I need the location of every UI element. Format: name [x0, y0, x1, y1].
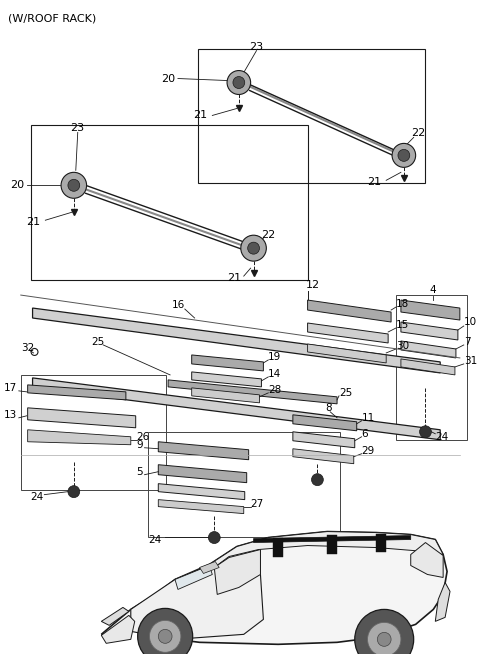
Polygon shape	[293, 415, 357, 431]
Text: 23: 23	[249, 42, 263, 52]
Text: 15: 15	[396, 320, 409, 330]
Polygon shape	[273, 538, 283, 557]
Text: 20: 20	[11, 180, 24, 191]
Polygon shape	[192, 355, 264, 371]
Text: 12: 12	[306, 280, 320, 290]
Text: 14: 14	[268, 369, 282, 379]
Text: 24: 24	[148, 534, 162, 544]
Text: 16: 16	[172, 300, 185, 310]
Bar	[396, 295, 467, 440]
Polygon shape	[158, 464, 247, 483]
Text: 22: 22	[262, 230, 276, 240]
Polygon shape	[28, 385, 126, 400]
Polygon shape	[253, 536, 411, 542]
Circle shape	[392, 143, 416, 167]
Polygon shape	[209, 532, 443, 567]
Text: 8: 8	[325, 403, 332, 413]
Polygon shape	[214, 550, 261, 595]
Text: 7: 7	[464, 337, 470, 347]
Polygon shape	[158, 500, 244, 514]
Text: 21: 21	[26, 217, 40, 227]
Text: 27: 27	[251, 498, 264, 509]
Polygon shape	[131, 550, 264, 639]
Text: 13: 13	[3, 410, 17, 420]
Text: 11: 11	[361, 413, 375, 423]
Polygon shape	[435, 582, 450, 622]
Polygon shape	[192, 372, 262, 387]
Polygon shape	[376, 534, 386, 552]
Polygon shape	[158, 483, 245, 500]
Circle shape	[158, 629, 172, 643]
Polygon shape	[308, 300, 391, 322]
Circle shape	[227, 71, 251, 94]
Polygon shape	[158, 441, 249, 460]
Polygon shape	[33, 378, 440, 440]
Polygon shape	[175, 565, 212, 590]
Text: 28: 28	[268, 385, 282, 395]
Text: 6: 6	[361, 429, 368, 439]
Circle shape	[138, 608, 192, 655]
Polygon shape	[401, 300, 460, 320]
Polygon shape	[293, 449, 354, 464]
Text: 17: 17	[3, 383, 17, 393]
Text: 10: 10	[464, 317, 477, 327]
Text: 4: 4	[430, 285, 436, 295]
Text: 5: 5	[136, 467, 143, 477]
Polygon shape	[327, 534, 337, 553]
Text: 24: 24	[31, 492, 44, 502]
Text: 22: 22	[411, 128, 425, 138]
Polygon shape	[28, 408, 136, 428]
Circle shape	[241, 235, 266, 261]
Text: 19: 19	[268, 352, 282, 362]
Polygon shape	[411, 542, 443, 578]
Text: 31: 31	[464, 356, 477, 366]
Text: 23: 23	[70, 123, 84, 134]
Text: (W/ROOF RACK): (W/ROOF RACK)	[8, 14, 96, 24]
Polygon shape	[401, 359, 455, 375]
Text: 29: 29	[361, 446, 375, 456]
Bar	[148, 432, 340, 536]
Polygon shape	[308, 344, 386, 363]
Circle shape	[312, 474, 324, 485]
Text: 25: 25	[92, 337, 105, 347]
Circle shape	[68, 179, 80, 191]
Text: 24: 24	[435, 432, 448, 441]
Circle shape	[368, 622, 401, 655]
Polygon shape	[33, 308, 440, 373]
Circle shape	[61, 172, 86, 198]
Polygon shape	[28, 430, 131, 445]
Bar	[21, 375, 166, 490]
Polygon shape	[192, 388, 260, 403]
Circle shape	[248, 242, 260, 254]
Text: 32: 32	[21, 343, 34, 353]
Polygon shape	[168, 380, 337, 404]
Circle shape	[420, 426, 432, 438]
Circle shape	[398, 149, 410, 161]
Polygon shape	[101, 532, 447, 645]
Text: 21: 21	[367, 178, 381, 187]
Polygon shape	[401, 341, 456, 358]
Text: 30: 30	[396, 341, 409, 351]
Text: 26: 26	[137, 432, 150, 441]
Text: 21: 21	[227, 273, 241, 283]
Text: 20: 20	[161, 73, 175, 84]
Text: 21: 21	[193, 111, 207, 121]
Circle shape	[149, 620, 181, 652]
Text: 18: 18	[396, 299, 409, 309]
Circle shape	[233, 77, 245, 88]
Polygon shape	[293, 432, 355, 448]
Polygon shape	[200, 561, 219, 574]
Polygon shape	[101, 616, 135, 643]
Circle shape	[68, 485, 80, 498]
Polygon shape	[308, 323, 388, 343]
Polygon shape	[401, 322, 458, 340]
Text: 25: 25	[339, 388, 352, 398]
Circle shape	[208, 532, 220, 544]
Text: 9: 9	[136, 440, 143, 450]
Polygon shape	[101, 607, 129, 626]
Circle shape	[377, 632, 391, 646]
Circle shape	[355, 609, 414, 655]
